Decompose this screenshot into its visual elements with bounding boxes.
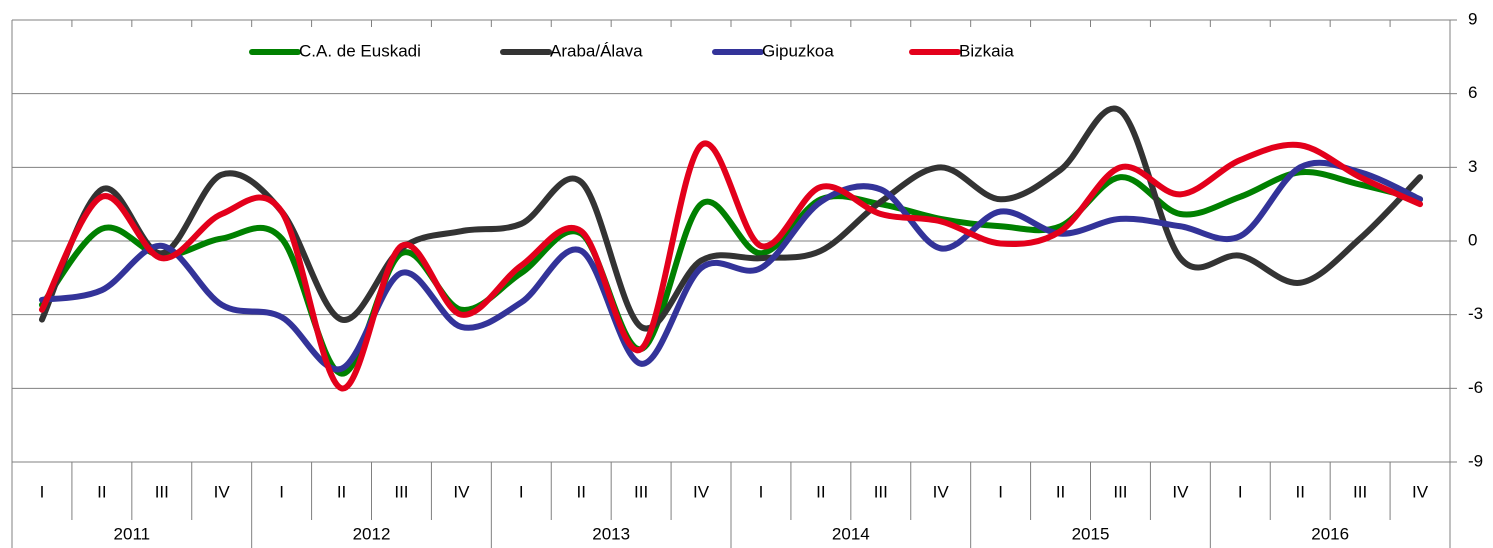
series-line [38, 169, 1424, 377]
x-tick-label: IV [453, 482, 470, 501]
x-tick-label: II [1295, 482, 1304, 501]
year-label: 2012 [353, 524, 391, 543]
x-tick-label: I [998, 482, 1003, 501]
legend-label: Araba/Álava [550, 41, 643, 60]
x-tick-label: II [97, 482, 106, 501]
year-label: 2014 [832, 524, 870, 543]
x-tick-label: III [634, 482, 648, 501]
series-line [38, 159, 1424, 373]
y-tick-label: 6 [1468, 83, 1477, 102]
y-tick-label: -3 [1468, 304, 1483, 323]
y-tick-label: -6 [1468, 378, 1483, 397]
x-tick-label: I [40, 482, 45, 501]
x-tick-label: IV [1172, 482, 1189, 501]
x-tick-label: III [1113, 482, 1127, 501]
y-tick-label: 9 [1468, 9, 1477, 28]
x-tick-label: IV [1412, 482, 1429, 501]
series-line [38, 140, 1424, 392]
y-tick-label: -9 [1468, 451, 1483, 470]
year-label: 2011 [114, 524, 151, 543]
year-label: 2013 [592, 524, 630, 543]
x-tick-label: III [394, 482, 408, 501]
y-tick-label: 3 [1468, 157, 1477, 176]
x-tick-label: IV [693, 482, 710, 501]
x-tick-label: I [279, 482, 284, 501]
x-tick-label: I [519, 482, 524, 501]
x-tick-label: I [1238, 482, 1243, 501]
x-tick-label: II [576, 482, 585, 501]
x-tick-label: III [874, 482, 888, 501]
x-tick-label: III [155, 482, 169, 501]
year-label: 2016 [1311, 524, 1349, 543]
x-tick-label: II [1056, 482, 1065, 501]
series-line [38, 105, 1424, 332]
y-tick-label: 0 [1468, 230, 1477, 249]
x-tick-label: IV [214, 482, 231, 501]
x-tick-label: IV [933, 482, 950, 501]
year-label: 2015 [1072, 524, 1110, 543]
x-tick-label: II [337, 482, 346, 501]
legend-label: Gipuzkoa [762, 41, 834, 60]
x-tick-label: II [816, 482, 825, 501]
x-tick-label: III [1353, 482, 1367, 501]
legend-label: Bizkaia [959, 41, 1014, 60]
legend-label: C.A. de Euskadi [299, 41, 421, 60]
x-tick-label: I [759, 482, 764, 501]
